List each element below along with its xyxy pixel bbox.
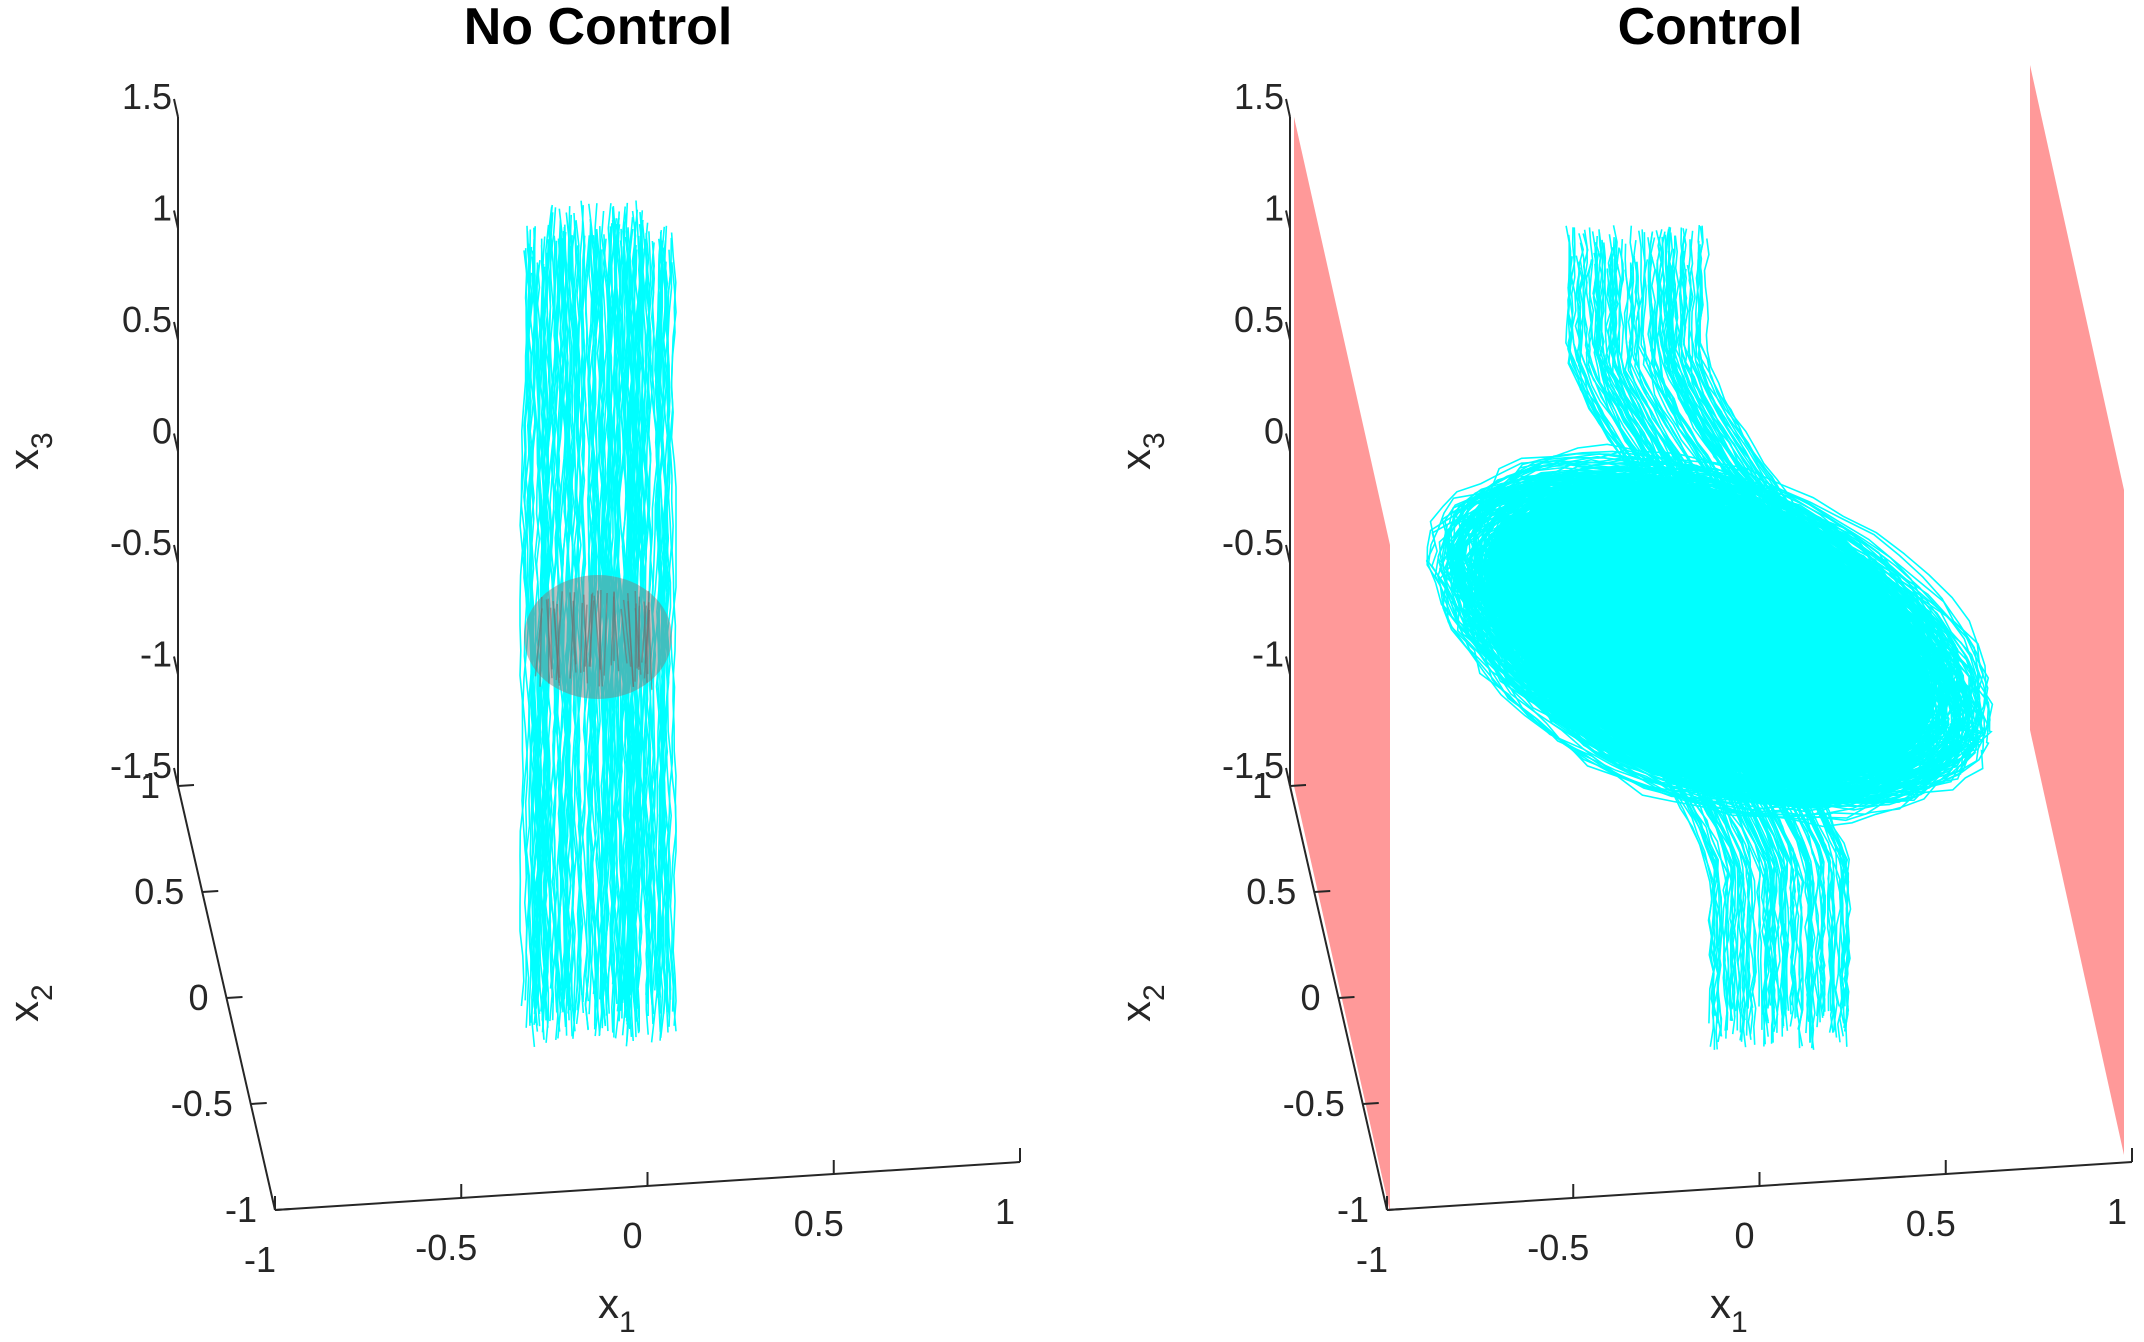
barrier-plane-left (1294, 117, 1390, 1212)
x3-tick-label: 0 (1264, 411, 1284, 452)
x3-tick-mark (1285, 210, 1291, 229)
x3-tick-mark (1285, 98, 1291, 118)
x2-tick-mark (274, 1208, 292, 1211)
x3-tick-mark (1285, 321, 1291, 341)
target-detail (588, 600, 595, 667)
x3-axis-label: x3 (1112, 432, 1171, 470)
x1-tick-label: 0 (622, 1215, 642, 1256)
x1-tick-label: -0.5 (415, 1227, 477, 1268)
x3-tick-mark (173, 656, 179, 675)
panel-no-control: -1 -0.5 0 0.5 1-1-0.500.51-1.5-1-0.500.511.5… (0, 0, 1021, 1339)
x1-tick-label: 0.5 (794, 1203, 844, 1244)
x2-tick-mark (202, 890, 219, 893)
target-detail (641, 605, 647, 663)
x2-tick-label: -1 (225, 1189, 257, 1230)
trajectory-line (519, 230, 531, 1007)
x2-tick-mark (226, 996, 243, 999)
target-detail (572, 600, 577, 665)
x3-tick-label: -1.5 (110, 745, 172, 786)
target-detail (555, 591, 563, 681)
x2-tick-label: 0 (1300, 977, 1320, 1018)
x2-tick-label: -1 (1337, 1189, 1369, 1230)
x3-tick-label: -0.5 (110, 522, 172, 563)
x2-tick-label: -0.5 (171, 1083, 233, 1124)
x3-tick-label: 1 (1264, 188, 1284, 229)
x2-tick-label: 1 (1252, 765, 1272, 806)
target-detail (539, 597, 543, 687)
target-detail (579, 602, 584, 673)
x2-tick-label: 1 (140, 765, 160, 806)
x2-tick-mark (177, 784, 195, 787)
x3-tick-mark (173, 321, 179, 341)
x2-tick-label: 0.5 (1246, 871, 1296, 912)
chart-title: Control (1618, 0, 1803, 56)
target-detail (549, 607, 553, 670)
x3-tick-label: 0.5 (122, 299, 172, 340)
x3-tick-label: 1.5 (122, 76, 172, 117)
x3-tick-label: 1.5 (1234, 76, 1284, 117)
x2-tick-mark (1338, 996, 1355, 999)
x1-axis-label: x1 (598, 1280, 636, 1339)
x1-tick-label: 0.5 (1906, 1203, 1956, 1244)
target-detail (637, 596, 640, 667)
target-detail (603, 592, 608, 676)
x3-tick-mark (173, 544, 179, 564)
target-detail (620, 608, 628, 664)
x2-axis-label: x2 (0, 984, 59, 1022)
target-detail (612, 596, 620, 672)
target-detail (622, 599, 632, 667)
x2-tick-label: 0 (188, 977, 208, 1018)
x3-tick-label: -1 (1252, 634, 1284, 675)
x2-tick-label: 0.5 (134, 871, 184, 912)
target-detail (647, 601, 653, 690)
x3-tick-mark (1285, 656, 1291, 675)
panel-control: -1 -0.5 0 0.5 1-1-0.500.51-1.5-1-0.500.511.5… (1112, 0, 2133, 1339)
trajectory-core (1487, 495, 1933, 779)
target-detail (545, 599, 553, 679)
x1-tick-label: -1 (244, 1239, 276, 1280)
trajectory-cycle (1486, 469, 1946, 783)
x2-tick-mark (1362, 1102, 1379, 1105)
x3-tick-label: -0.5 (1222, 522, 1284, 563)
x1-tick-label: -0.5 (1527, 1227, 1589, 1268)
x2-tick-label: -0.5 (1283, 1083, 1345, 1124)
x3-tick-mark (1285, 544, 1291, 564)
target-detail (627, 601, 635, 688)
x3-tick-label: 1 (152, 188, 172, 229)
target-detail (593, 595, 602, 670)
x1-tick-label: -1 (1356, 1239, 1388, 1280)
x3-tick-label: 0 (152, 411, 172, 452)
x2-tick-mark (1289, 784, 1307, 787)
x3-tick-mark (173, 767, 179, 787)
x2-tick-mark (250, 1102, 267, 1105)
x3-tick-mark (173, 98, 179, 118)
x3-tick-mark (1285, 767, 1291, 787)
target-detail (596, 590, 604, 687)
target-detail (547, 598, 550, 684)
x3-tick-label: -1 (140, 634, 172, 675)
trajectory-cycle (1459, 478, 1935, 805)
x2-tick-mark (1386, 1208, 1404, 1211)
x3-tick-mark (173, 210, 179, 229)
target-detail (643, 601, 648, 683)
x1-tick-label: 1 (995, 1191, 1015, 1232)
x3-axis-label: x3 (0, 432, 59, 470)
target-detail (634, 603, 637, 682)
x3-tick-label: -1.5 (1222, 745, 1284, 786)
x3-tick-mark (173, 433, 179, 452)
x2-tick-mark (1314, 890, 1331, 893)
x1-tick-label: 0 (1734, 1215, 1754, 1256)
target-detail (583, 594, 589, 684)
chart-title: No Control (464, 0, 733, 56)
x1-tick-label: 1 (2107, 1191, 2127, 1232)
x3-tick-mark (1285, 433, 1291, 452)
trajectory-cycle (1457, 475, 1944, 817)
barrier-plane-right (2030, 65, 2124, 1155)
x2-axis-label: x2 (1112, 984, 1171, 1022)
x3-tick-label: 0.5 (1234, 299, 1284, 340)
x1-axis-label: x1 (1710, 1280, 1748, 1339)
target-detail (552, 600, 560, 684)
